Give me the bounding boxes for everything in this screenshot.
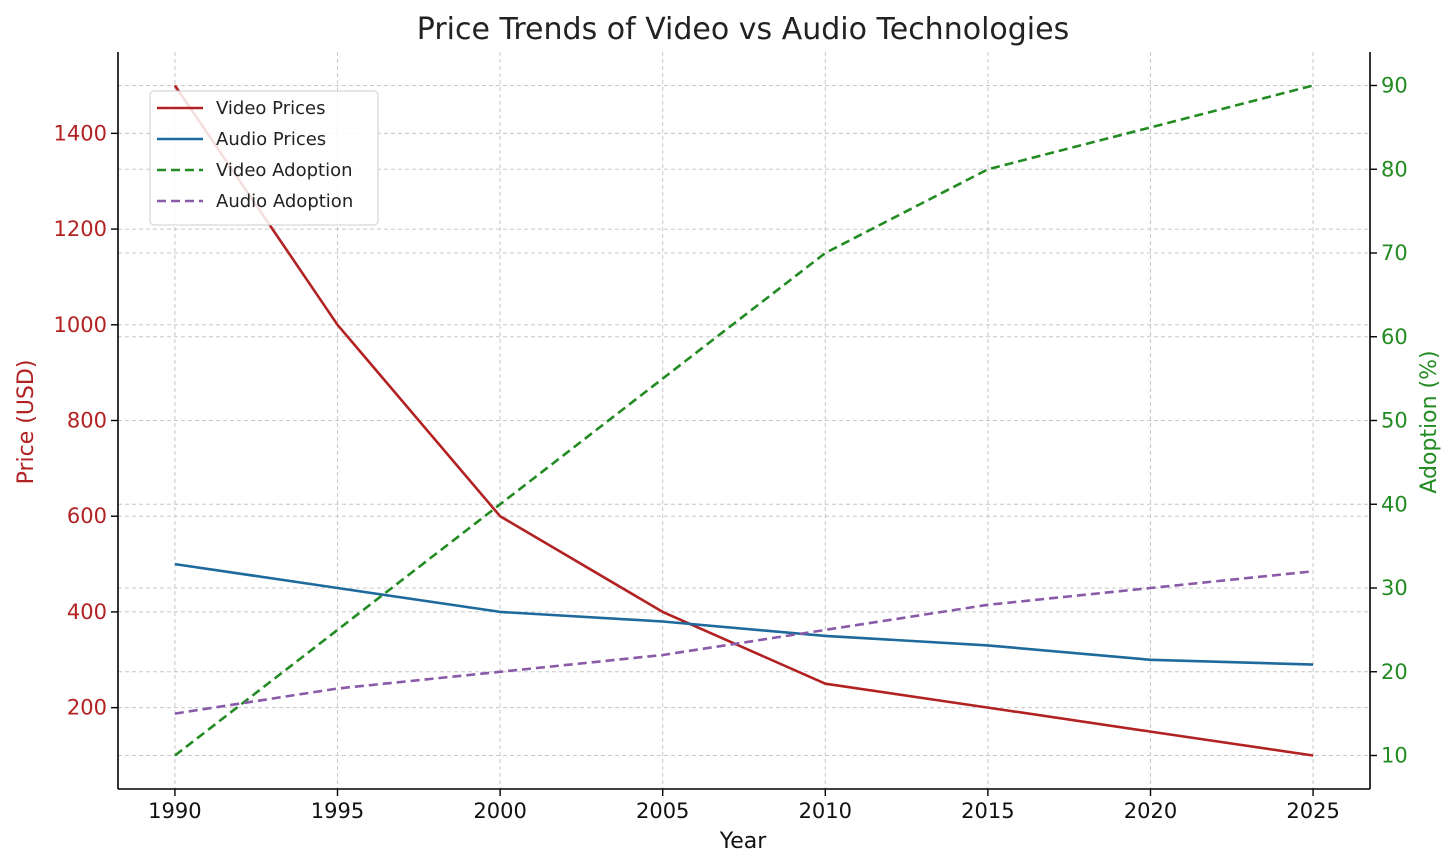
y-right-tick-label: 50 (1381, 409, 1408, 433)
y-right-tick-label: 70 (1381, 241, 1408, 265)
x-tick-label: 2005 (636, 799, 689, 823)
x-tick-label: 2025 (1286, 799, 1339, 823)
x-tick-label: 2020 (1124, 799, 1177, 823)
y-left-tick-label: 400 (67, 600, 107, 624)
x-tick-label: 2015 (961, 799, 1014, 823)
x-tick-label: 2010 (799, 799, 852, 823)
y-left-tick-label: 800 (67, 409, 107, 433)
y-axis-right-label: Adoption (%) (1417, 350, 1442, 493)
legend-box (149, 90, 379, 226)
x-tick-label: 2000 (473, 799, 526, 823)
y-left-tick-label: 1400 (54, 121, 107, 145)
x-axis-label: Year (719, 829, 768, 854)
y-right-tick-label: 80 (1381, 157, 1408, 181)
legend: Video Prices Audio Prices Video Adoption Au… (149, 90, 379, 226)
y-right-tick-label: 60 (1381, 325, 1408, 349)
ticks-layer: 1990 1995 2000 2005 2010 2015 2020 202520040060… (54, 74, 1408, 824)
y-left-tick-label: 1000 (54, 313, 107, 337)
series-line-video-adoption (174, 84, 1314, 757)
y-right-tick-label: 20 (1381, 660, 1408, 684)
chart-title: Price Trends of Video vs Audio Technolog… (417, 12, 1069, 47)
series-line-audio-prices (174, 562, 1314, 666)
legend-label: Video Prices (216, 98, 325, 119)
x-tick-label: 1990 (148, 799, 201, 823)
y-right-tick-label: 10 (1381, 744, 1408, 768)
y-right-tick-label: 90 (1381, 74, 1408, 98)
legend-label: Video Adoption (216, 160, 353, 181)
y-right-tick-label: 40 (1381, 492, 1408, 516)
legend-label: Audio Adoption (216, 191, 353, 212)
series-line-video-prices (173, 84, 1314, 757)
y-left-tick-label: 200 (67, 696, 107, 720)
x-tick-label: 1995 (311, 799, 364, 823)
legend-label: Audio Prices (216, 129, 326, 150)
series-layer (173, 84, 1314, 757)
y-right-tick-label: 30 (1381, 576, 1408, 600)
y-left-tick-label: 1200 (54, 217, 107, 241)
grid-layer (118, 52, 1370, 789)
y-left-tick-label: 600 (67, 504, 107, 528)
series-line-audio-adoption (174, 570, 1314, 715)
y-axis-left-label: Price (USD) (14, 360, 39, 485)
